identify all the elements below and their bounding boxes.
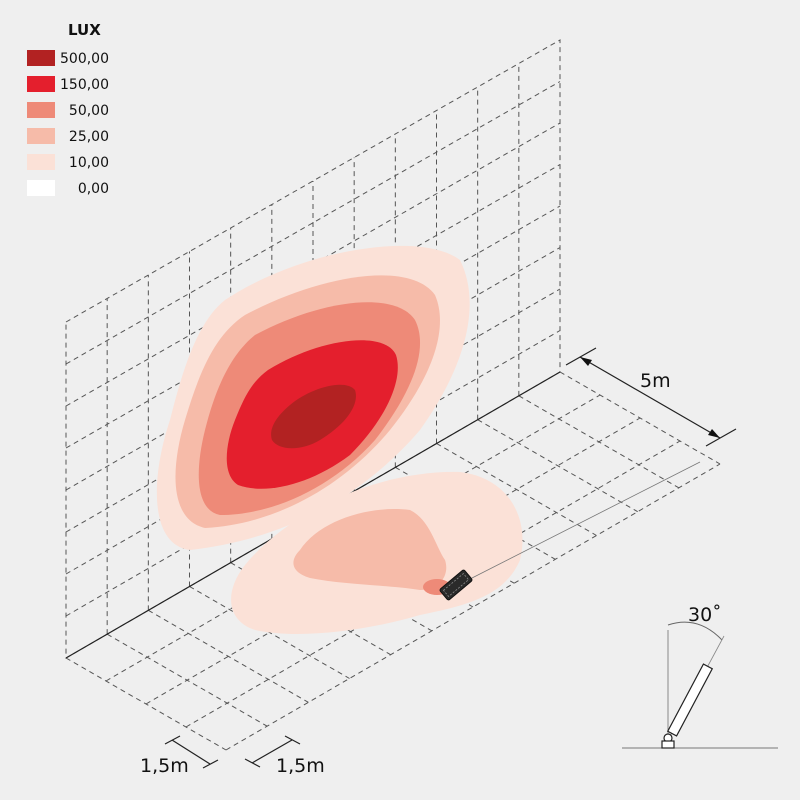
floodlight-fixture bbox=[439, 569, 473, 601]
tilt-angle-inset: 30˚ bbox=[622, 604, 778, 749]
legend-label: 500,00 bbox=[60, 51, 109, 67]
wall-grid-horizontal bbox=[65, 122, 561, 407]
fixture-leader-line bbox=[471, 461, 701, 579]
legend-title: LUX bbox=[68, 21, 101, 39]
legend-swatch bbox=[27, 76, 55, 92]
wall-grid-horizontal bbox=[65, 81, 561, 365]
wall-light-contours bbox=[156, 245, 470, 550]
legend-label: 50,00 bbox=[69, 103, 109, 119]
grid-y-dimension: 1,5m bbox=[244, 735, 325, 777]
grid-x-dimension: 1,5m bbox=[140, 735, 219, 777]
legend-label: 25,00 bbox=[69, 129, 109, 145]
legend-swatch bbox=[27, 128, 55, 144]
tilt-angle-label: 30˚ bbox=[688, 604, 722, 626]
legend: LUX 500,00 150,00 50,00 25,00 10,00 0,00 bbox=[27, 21, 109, 197]
legend-swatch bbox=[27, 154, 55, 170]
wall-grid-horizontal bbox=[65, 164, 561, 449]
legend-label: 150,00 bbox=[60, 77, 109, 93]
legend-swatch bbox=[27, 50, 55, 66]
floor-grid-depth bbox=[189, 586, 350, 679]
depth-dimension: 5m bbox=[565, 347, 737, 447]
legend-label: 0,00 bbox=[78, 181, 109, 197]
floor-grid-depth bbox=[148, 609, 309, 703]
depth-label: 5m bbox=[640, 370, 671, 392]
grid-y-label: 1,5m bbox=[276, 755, 325, 777]
contour-25-floor bbox=[293, 509, 447, 590]
grid-x-label: 1,5m bbox=[140, 755, 189, 777]
floor-grid-depth bbox=[477, 419, 638, 513]
legend-swatch bbox=[27, 102, 55, 118]
contour-500-wall bbox=[271, 384, 356, 449]
floor-grid-depth bbox=[436, 443, 597, 536]
legend-swatch bbox=[27, 180, 55, 196]
inset-fixture-body bbox=[666, 663, 714, 737]
legend-label: 10,00 bbox=[69, 155, 109, 171]
wall-grid-horizontal bbox=[65, 205, 561, 491]
